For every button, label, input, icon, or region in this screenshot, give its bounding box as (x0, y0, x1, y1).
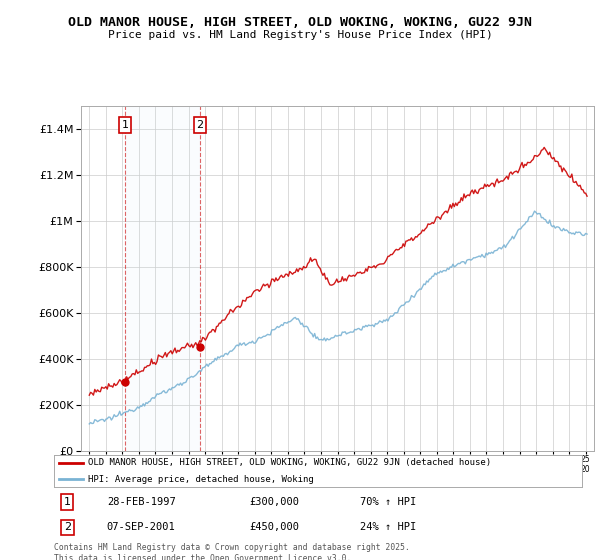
Text: 70% ↑ HPI: 70% ↑ HPI (360, 497, 416, 507)
Text: OLD MANOR HOUSE, HIGH STREET, OLD WOKING, WOKING, GU22 9JN: OLD MANOR HOUSE, HIGH STREET, OLD WOKING… (68, 16, 532, 29)
Text: OLD MANOR HOUSE, HIGH STREET, OLD WOKING, WOKING, GU22 9JN (detached house): OLD MANOR HOUSE, HIGH STREET, OLD WOKING… (88, 458, 491, 468)
Text: 1: 1 (122, 120, 128, 130)
Text: 2: 2 (196, 120, 203, 130)
Text: 24% ↑ HPI: 24% ↑ HPI (360, 522, 416, 533)
Text: 28-FEB-1997: 28-FEB-1997 (107, 497, 176, 507)
Text: HPI: Average price, detached house, Woking: HPI: Average price, detached house, Woki… (88, 474, 314, 484)
Text: 07-SEP-2001: 07-SEP-2001 (107, 522, 176, 533)
Text: 1: 1 (64, 497, 71, 507)
Text: £300,000: £300,000 (250, 497, 299, 507)
Text: Price paid vs. HM Land Registry's House Price Index (HPI): Price paid vs. HM Land Registry's House … (107, 30, 493, 40)
Bar (125, 106, 200, 451)
Text: £450,000: £450,000 (250, 522, 299, 533)
Text: 2: 2 (64, 522, 71, 533)
Text: Contains HM Land Registry data © Crown copyright and database right 2025.
This d: Contains HM Land Registry data © Crown c… (54, 543, 410, 560)
